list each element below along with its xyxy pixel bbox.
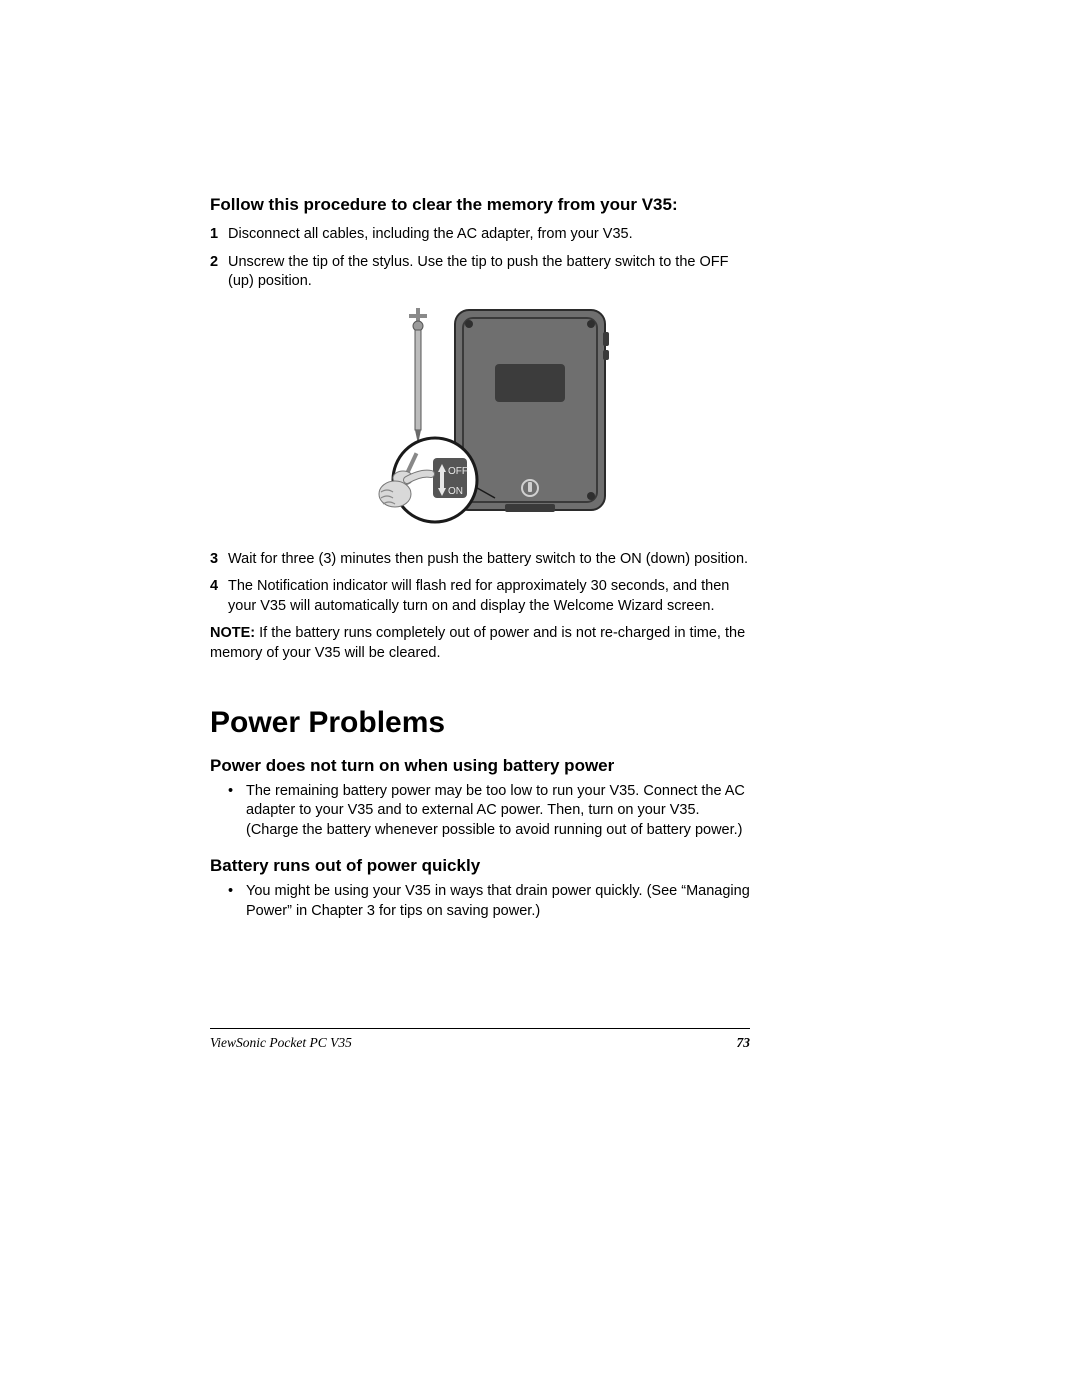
step-number: 1 [210,225,228,245]
list-item: 2 Unscrew the tip of the stylus. Use the… [210,253,750,292]
bullet-list: • You might be using your V35 in ways th… [210,882,750,921]
procedure-steps-before-figure: 1 Disconnect all cables, including the A… [210,225,750,292]
on-label: ON [448,486,463,497]
subsection-heading: Battery runs out of power quickly [210,856,750,876]
note-paragraph: NOTE: If the battery runs completely out… [210,624,750,663]
step-number: 3 [210,550,228,570]
footer-page-number: 73 [737,1035,751,1051]
step-number: 4 [210,577,228,616]
list-item: 1 Disconnect all cables, including the A… [210,225,750,245]
procedure-heading: Follow this procedure to clear the memor… [210,195,750,215]
stylus-icon [409,308,427,444]
bullet-list: • The remaining battery power may be too… [210,782,750,841]
page-content: Follow this procedure to clear the memor… [210,195,750,929]
step-text: The Notification indicator will flash re… [228,577,750,616]
procedure-steps-after-figure: 3 Wait for three (3) minutes then push t… [210,550,750,617]
bullet-text: You might be using your V35 in ways that… [246,882,750,921]
bullet-icon: • [228,782,246,841]
step-text: Unscrew the tip of the stylus. Use the t… [228,253,750,292]
subsection-heading: Power does not turn on when using batter… [210,756,750,776]
step-text: Disconnect all cables, including the AC … [228,225,750,245]
step-text: Wait for three (3) minutes then push the… [228,550,750,570]
bullet-icon: • [228,882,246,921]
note-label: NOTE: [210,625,255,641]
footer-product: ViewSonic Pocket PC V35 [210,1035,352,1051]
list-item: 4 The Notification indicator will flash … [210,577,750,616]
bullet-text: The remaining battery power may be too l… [246,782,750,841]
note-text: If the battery runs completely out of po… [210,625,745,661]
section-title: Power Problems [210,706,750,740]
device-figure: OFF ON [210,302,750,532]
page-footer: ViewSonic Pocket PC V35 73 [210,1028,750,1051]
off-label: OFF [448,466,468,477]
list-item: • The remaining battery power may be too… [210,782,750,841]
list-item: 3 Wait for three (3) minutes then push t… [210,550,750,570]
step-number: 2 [210,253,228,292]
list-item: • You might be using your V35 in ways th… [210,882,750,921]
device-illustration-icon: OFF ON [345,302,615,532]
